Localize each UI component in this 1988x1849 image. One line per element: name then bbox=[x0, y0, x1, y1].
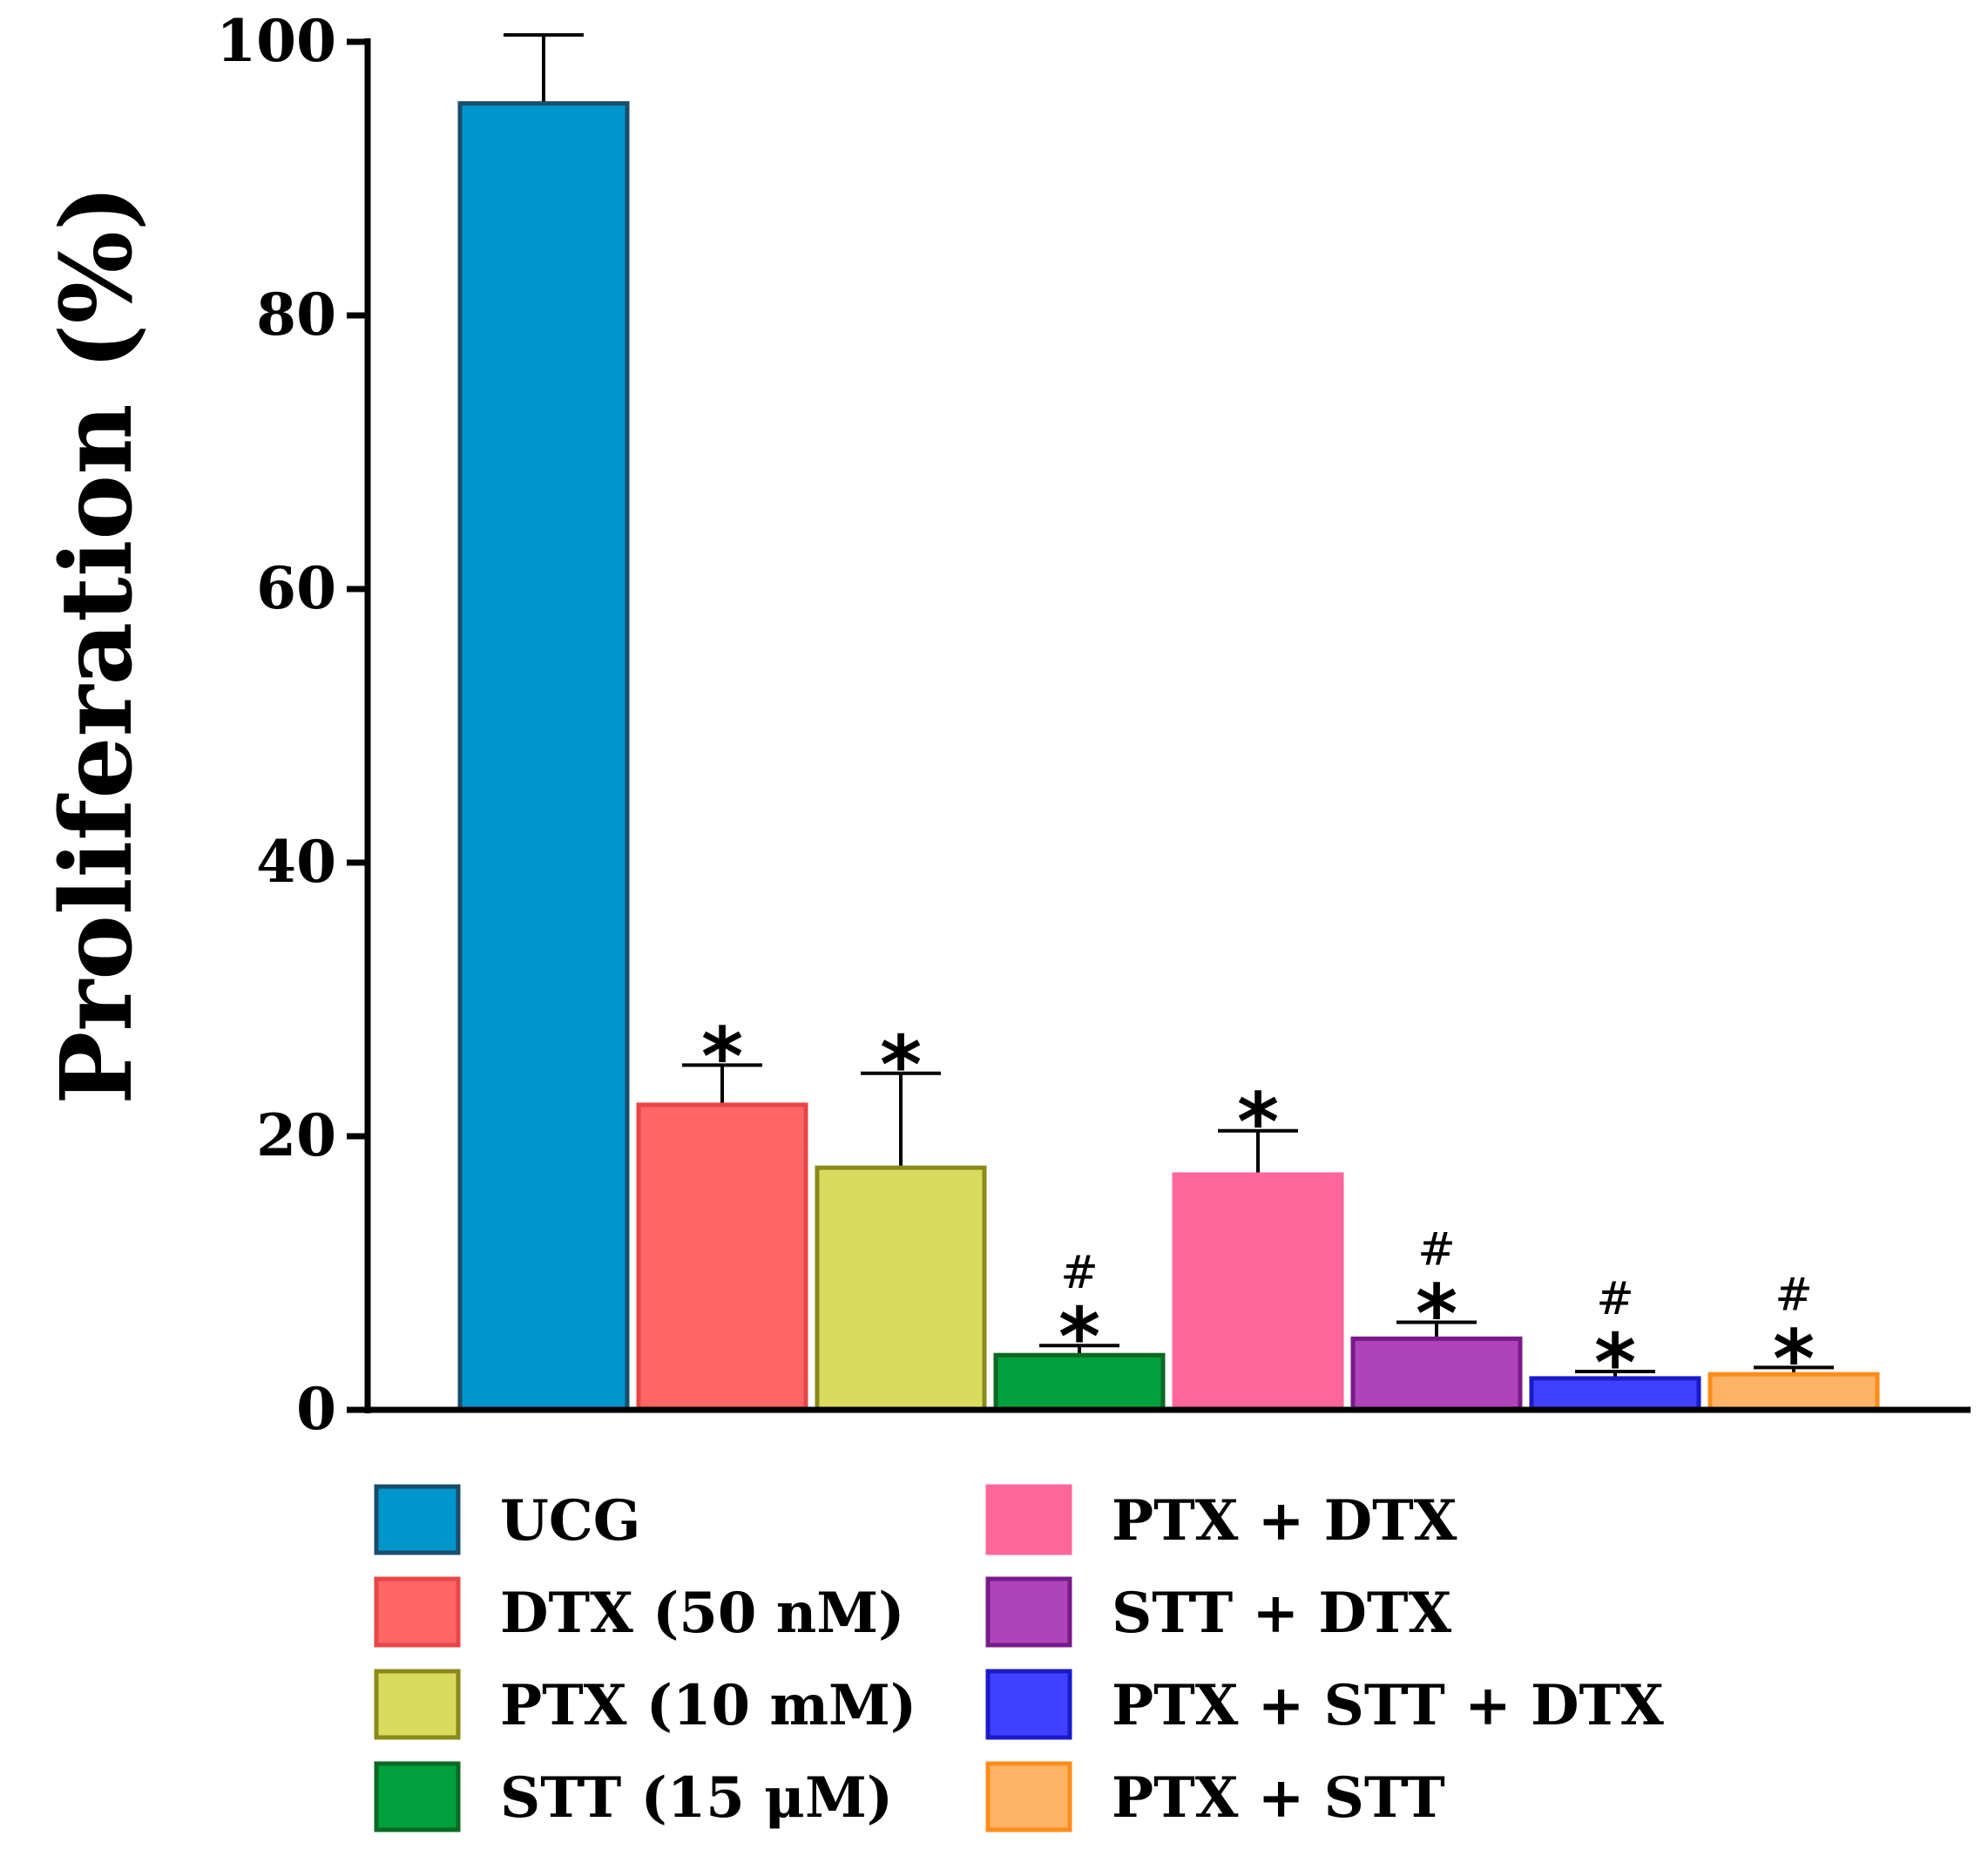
bar-8 bbox=[1707, 1372, 1880, 1412]
bar-7-significance-hash: # bbox=[1596, 1273, 1634, 1325]
bar-4-significance-hash: # bbox=[1060, 1247, 1099, 1299]
legend-label-2: DTX (50 nM) bbox=[500, 1581, 904, 1646]
legend: UCG DTX (50 nM) PTX (10 mM) STT (15 μM) PTX … bbox=[374, 1484, 1664, 1832]
y-tick-label: 0 bbox=[296, 1375, 336, 1443]
legend-swatch-6 bbox=[985, 1576, 1072, 1648]
legend-label-4: STT (15 μM) bbox=[500, 1765, 893, 1831]
bar-6-significance-hash: # bbox=[1417, 1224, 1456, 1277]
bar-7-significance-star: * bbox=[1594, 1317, 1636, 1410]
legend-swatch-5 bbox=[985, 1484, 1072, 1555]
legend-label-8: PTX + STT bbox=[1112, 1765, 1445, 1831]
y-tick-label: 40 bbox=[256, 828, 336, 896]
y-axis: 0 20 40 60 80 100 bbox=[216, 7, 371, 1443]
y-tick-label: 20 bbox=[256, 1101, 336, 1169]
bar-2 bbox=[636, 1102, 808, 1412]
legend-swatch-4 bbox=[374, 1761, 461, 1832]
bar-3-significance-star: * bbox=[880, 1019, 922, 1112]
legend-label-6: STT + DTX bbox=[1112, 1581, 1452, 1646]
y-tick-label: 80 bbox=[256, 281, 336, 349]
bar-5-significance-star: * bbox=[1237, 1076, 1279, 1169]
bar-3 bbox=[815, 1165, 987, 1412]
bar-7 bbox=[1529, 1376, 1701, 1412]
bar-8-significance-star: * bbox=[1773, 1312, 1815, 1405]
legend-swatch-3 bbox=[374, 1669, 461, 1740]
y-axis-label: Proliferation (%) bbox=[40, 185, 154, 1105]
bar-6-significance-star: * bbox=[1416, 1268, 1457, 1361]
bars bbox=[364, 33, 1971, 1413]
legend-swatch-2 bbox=[374, 1576, 461, 1648]
bar-6 bbox=[1350, 1336, 1523, 1412]
y-tick-label: 60 bbox=[256, 554, 336, 622]
legend-label-1: UCG bbox=[500, 1488, 640, 1554]
significance-annotations: * **#**#*#*# bbox=[701, 1010, 1815, 1410]
legend-label-5: PTX + DTX bbox=[1112, 1488, 1457, 1554]
bar-4 bbox=[993, 1352, 1166, 1412]
legend-label-7: PTX + STT + DTX bbox=[1112, 1673, 1664, 1738]
legend-swatch-1 bbox=[374, 1484, 461, 1555]
legend-label-3: PTX (10 mM) bbox=[500, 1673, 916, 1738]
bar-8-significance-hash: # bbox=[1775, 1269, 1813, 1321]
legend-swatch-8 bbox=[985, 1761, 1072, 1832]
legend-swatch-7 bbox=[985, 1669, 1072, 1740]
bar-1 bbox=[457, 101, 630, 1412]
bar-4-significance-star: * bbox=[1058, 1290, 1100, 1384]
bar-5 bbox=[1172, 1172, 1344, 1412]
bar-2-significance-star: * bbox=[701, 1010, 743, 1103]
y-tick-label: 100 bbox=[216, 7, 336, 75]
